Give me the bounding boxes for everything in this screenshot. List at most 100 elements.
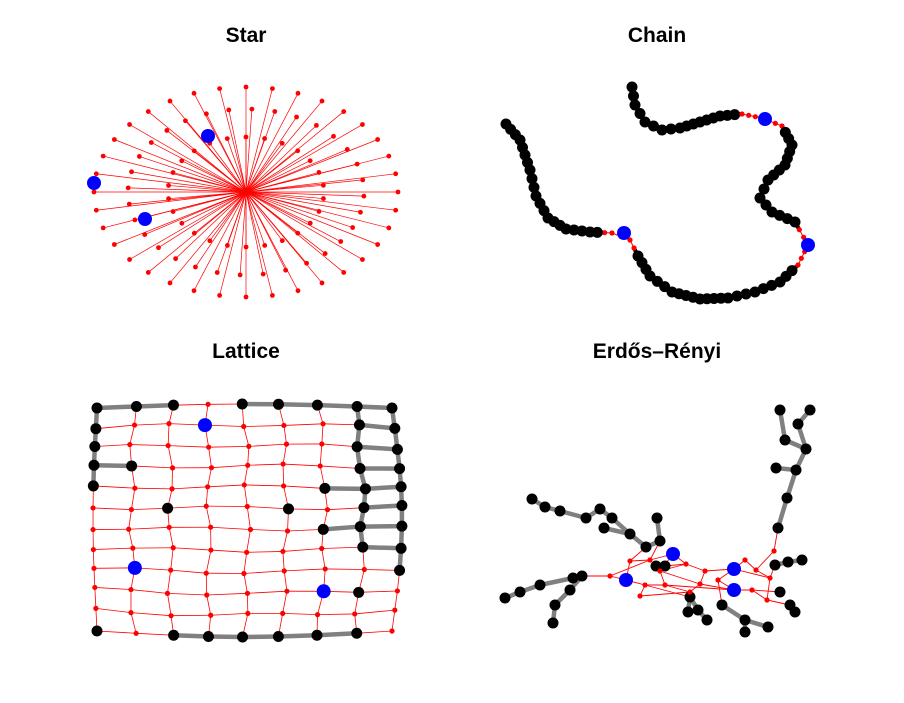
er-node [659, 560, 671, 572]
chain-node [758, 183, 770, 195]
er-node [781, 492, 793, 504]
star-leaf-node [191, 230, 197, 236]
star-leaf-node [145, 270, 151, 275]
star-leaf-node [91, 189, 97, 195]
star-leaf-node [111, 137, 117, 142]
lattice-node [87, 480, 99, 492]
star-leaf-node [127, 257, 132, 262]
chain-node [526, 173, 538, 185]
lattice-node [168, 613, 174, 619]
er-node [796, 554, 808, 566]
star-leaf-node [316, 209, 322, 214]
star-edge [245, 191, 342, 242]
lattice-node [241, 423, 247, 430]
star-leaf-node [295, 148, 301, 154]
lattice-edge [243, 464, 249, 486]
star-leaf-node [93, 207, 99, 213]
star-edge [245, 125, 317, 193]
star-edge [127, 187, 247, 193]
lattice-node [320, 421, 326, 427]
star-edge [181, 191, 247, 224]
er-node [804, 404, 816, 416]
lattice-edge [282, 463, 321, 467]
lattice-edge [129, 444, 169, 446]
panel-title-erdos-renyi: Erdős–Rényi [592, 340, 722, 363]
lattice-edge [246, 551, 284, 553]
er-node [580, 512, 592, 524]
lattice-edge [321, 546, 364, 549]
star-leaf-node [307, 158, 313, 164]
chain-node [628, 90, 639, 102]
lattice-edge [94, 404, 139, 411]
star-leaf-node [164, 128, 170, 133]
lattice-edge [282, 551, 285, 572]
er-node [662, 582, 668, 588]
star-leaf-node [179, 220, 185, 226]
lattice-edge [131, 507, 169, 510]
lattice-node [351, 441, 363, 453]
lattice-edge [207, 484, 245, 488]
lattice-edge [321, 443, 358, 448]
lattice-edge [94, 587, 97, 609]
lattice-edge [129, 424, 135, 445]
star-edge [245, 88, 273, 193]
star-edge [245, 139, 378, 193]
star-leaf-node [354, 161, 360, 167]
lattice-node [394, 463, 406, 475]
star-edge [245, 124, 363, 193]
chain-node [528, 181, 540, 193]
lattice-node [203, 503, 209, 509]
panel-title-star: Star [225, 24, 267, 47]
star-leaf-node [166, 183, 171, 188]
lattice-edge [171, 486, 209, 490]
lattice-node [396, 520, 408, 532]
lattice-node [93, 605, 99, 611]
lattice-edge [205, 486, 209, 507]
chain-node [746, 112, 752, 118]
chain-node [766, 279, 778, 291]
lattice-edge [243, 425, 285, 427]
er-node [789, 606, 801, 618]
lattice-node [245, 610, 251, 617]
lattice-node [281, 422, 287, 429]
lattice-edge [134, 487, 173, 490]
lattice-edge [287, 528, 324, 532]
er-node [687, 589, 693, 595]
lattice-edge [92, 485, 136, 489]
er-node [739, 626, 751, 638]
lattice-node [91, 402, 103, 414]
star-edge [245, 116, 297, 193]
star-leaf-node [100, 225, 106, 231]
lattice-node [358, 502, 370, 514]
star-source-node [87, 176, 101, 190]
lattice-edge [95, 607, 132, 614]
lattice-node [167, 399, 179, 411]
lattice-edge [167, 569, 172, 594]
star-leaf-node [307, 220, 313, 226]
star-edge [245, 191, 363, 260]
lattice-node [317, 463, 323, 469]
lattice-node [282, 503, 294, 515]
lattice-edge [208, 446, 212, 469]
lattice-node [359, 483, 371, 495]
star-edge [166, 130, 247, 193]
chain-source-node [758, 112, 772, 126]
chain-node [656, 124, 668, 136]
star-leaf-node [217, 86, 223, 91]
star-leaf-node [279, 140, 285, 146]
star-leaf-node [295, 288, 301, 294]
lattice-node [391, 443, 403, 455]
star-leaf-node [249, 106, 255, 112]
er-node [779, 434, 791, 446]
star-leaf-node [132, 217, 138, 223]
star-leaf-node [262, 136, 268, 141]
lattice-node [392, 607, 398, 613]
star-leaf-node [217, 293, 223, 298]
star-edge [245, 191, 378, 245]
star-leaf-node [111, 242, 117, 247]
lattice-node [386, 402, 398, 414]
star-edge [245, 160, 311, 193]
lattice-node [128, 506, 135, 513]
star-leaf-node [226, 107, 232, 113]
star-leaf-node [170, 209, 176, 214]
